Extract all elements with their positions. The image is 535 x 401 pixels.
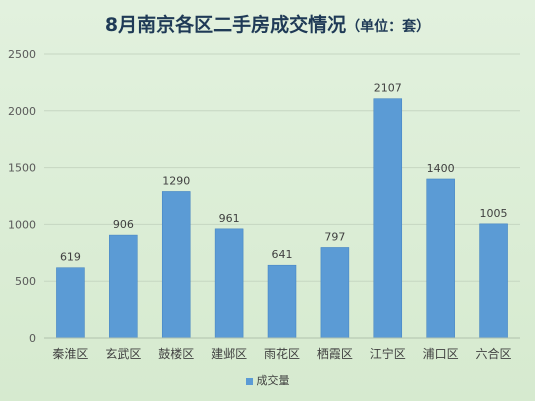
x-tick-label: 雨花区: [264, 346, 300, 361]
data-label: 906: [113, 218, 134, 231]
bar: [373, 98, 403, 339]
x-tick-label: 栖霞区: [317, 346, 353, 361]
data-label: 961: [219, 212, 240, 225]
y-tick-label: 1000: [8, 218, 36, 231]
x-tick-label: 玄武区: [105, 346, 141, 361]
chart-title-unit: （单位：套）: [346, 19, 431, 35]
bar: [161, 191, 191, 339]
x-tick-label: 秦淮区: [52, 347, 88, 361]
y-tick-label: 2000: [8, 105, 36, 118]
data-label: 1400: [427, 162, 455, 175]
data-label: 619: [60, 251, 81, 264]
y-tick-label: 500: [15, 275, 36, 288]
bar: [109, 234, 138, 339]
data-label: 1290: [162, 174, 190, 187]
data-label: 797: [324, 230, 345, 243]
legend-label: 成交量: [256, 374, 290, 387]
bar: [479, 223, 508, 339]
legend: 成交量: [0, 372, 535, 388]
x-tick-label: 鼓楼区: [158, 346, 194, 361]
y-tick-label: 1500: [8, 162, 36, 175]
legend-swatch: [245, 377, 253, 385]
bar: [56, 267, 85, 339]
y-tick-label: 0: [29, 332, 36, 345]
chart-title-main: 8月南京各区二手房成交情况: [104, 14, 347, 36]
y-tick-label: 2500: [8, 48, 36, 61]
chart-title: 8月南京各区二手房成交情况（单位：套）: [0, 10, 535, 37]
x-tick-label: 江宁区: [370, 346, 406, 361]
data-label: 1005: [480, 207, 508, 220]
data-label: 2107: [374, 82, 402, 95]
bar: [426, 178, 455, 339]
bar: [267, 264, 297, 339]
x-tick-label: 浦口区: [423, 347, 459, 361]
x-tick-label: 六合区: [476, 346, 512, 361]
data-label: 641: [272, 248, 293, 261]
bar: [320, 247, 350, 339]
x-tick-label: 建邺区: [211, 347, 247, 361]
bar: [214, 228, 244, 339]
